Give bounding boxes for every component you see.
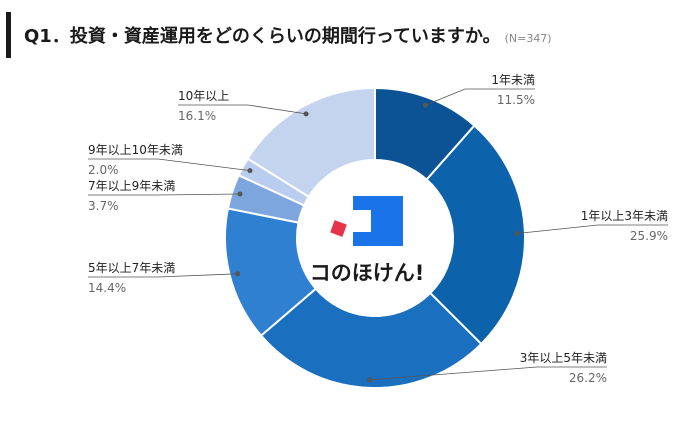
leader-dot-3 (367, 377, 373, 383)
category-label-7: 10年以上 (178, 89, 229, 103)
leader-line-5 (88, 193, 240, 196)
logo-notch (353, 210, 371, 232)
leader-dot-4 (235, 271, 241, 277)
value-label-1: 11.5% (497, 93, 535, 107)
category-label-5: 7年以上9年未満 (88, 179, 175, 193)
leader-dot-2 (514, 231, 520, 237)
value-label-4: 14.4% (88, 281, 126, 295)
logo-text: コのほけん! (310, 261, 425, 285)
value-label-7: 16.1% (178, 109, 216, 123)
leader-line-6 (88, 158, 251, 172)
leader-line-7 (178, 104, 307, 115)
leader-line-2 (516, 224, 668, 234)
slice-3 (259, 287, 483, 389)
category-label-1: 1年未満 (491, 73, 535, 87)
value-label-6: 2.0% (88, 163, 119, 177)
slices-group (224, 86, 526, 389)
value-label-5: 3.7% (88, 199, 119, 213)
sample-size: (N=347) (504, 32, 552, 45)
title-accent-bar (6, 12, 11, 58)
slice-7 (246, 86, 376, 199)
slice-2 (425, 124, 526, 346)
value-label-2: 25.9% (630, 229, 668, 243)
leader-dot-7 (303, 111, 309, 117)
value-label-3: 26.2% (569, 371, 607, 385)
logo-diamond-icon (330, 220, 347, 237)
category-label-3: 3年以上5年未満 (520, 351, 607, 365)
category-label-2: 1年以上3年未満 (581, 209, 668, 223)
page-title: Q1．投資・資産運用をどのくらいの期間行っていますか。 (N=347) (24, 22, 552, 48)
labels-group: 1年未満 11.5% 1年以上3年未満 25.9% 3年以上5年未満 26.2% 5年以上7… (88, 73, 668, 385)
category-label-6: 9年以上10年未満 (88, 143, 183, 157)
leader-line-3 (369, 366, 607, 381)
leader-lines-group (88, 88, 668, 383)
brand-logo: コのほけん! (310, 196, 425, 285)
leader-dot-5 (237, 191, 243, 197)
leader-line-4 (88, 273, 238, 278)
leader-line-1 (425, 88, 535, 106)
category-label-4: 5年以上7年未満 (88, 261, 175, 275)
question-text: Q1．投資・資産運用をどのくらいの期間行っていますか。 (24, 26, 501, 47)
leader-dot-1 (422, 102, 428, 108)
leader-dot-6 (247, 168, 253, 174)
